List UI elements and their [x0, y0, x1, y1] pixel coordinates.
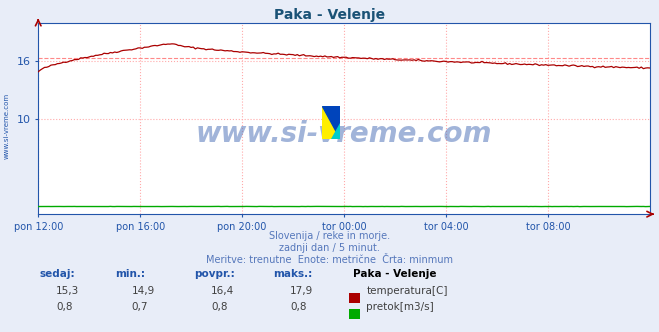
Text: 0,7: 0,7	[132, 302, 148, 312]
Text: 14,9: 14,9	[132, 286, 155, 296]
Polygon shape	[322, 106, 340, 139]
Polygon shape	[322, 106, 340, 139]
Text: pretok[m3/s]: pretok[m3/s]	[366, 302, 434, 312]
Text: Paka - Velenje: Paka - Velenje	[353, 269, 436, 279]
Text: 0,8: 0,8	[290, 302, 306, 312]
Text: www.si-vreme.com: www.si-vreme.com	[196, 120, 492, 148]
Text: Paka - Velenje: Paka - Velenje	[274, 8, 385, 22]
Text: zadnji dan / 5 minut.: zadnji dan / 5 minut.	[279, 243, 380, 253]
Text: Slovenija / reke in morje.: Slovenija / reke in morje.	[269, 231, 390, 241]
Text: 17,9: 17,9	[290, 286, 313, 296]
Text: sedaj:: sedaj:	[40, 269, 75, 279]
Polygon shape	[331, 123, 340, 139]
Text: 0,8: 0,8	[56, 302, 72, 312]
Text: 15,3: 15,3	[56, 286, 79, 296]
Text: www.si-vreme.com: www.si-vreme.com	[3, 93, 9, 159]
Text: Meritve: trenutne  Enote: metrične  Črta: minmum: Meritve: trenutne Enote: metrične Črta: …	[206, 255, 453, 265]
Text: maks.:: maks.:	[273, 269, 313, 279]
Text: 16,4: 16,4	[211, 286, 234, 296]
Text: povpr.:: povpr.:	[194, 269, 235, 279]
Text: 0,8: 0,8	[211, 302, 227, 312]
Text: temperatura[C]: temperatura[C]	[366, 286, 448, 296]
Text: min.:: min.:	[115, 269, 146, 279]
